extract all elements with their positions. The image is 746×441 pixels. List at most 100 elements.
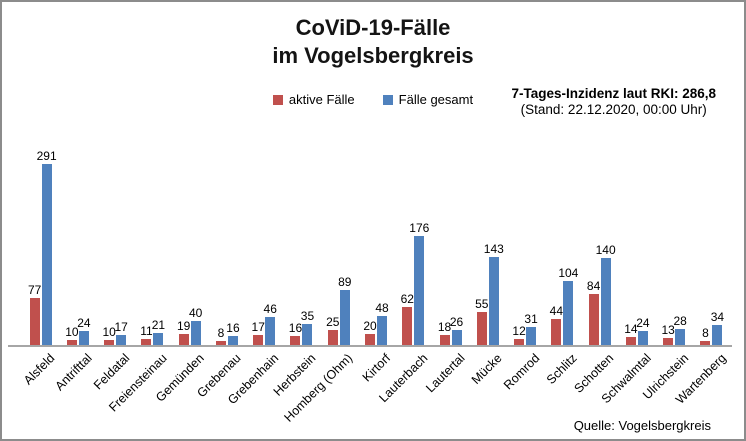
bar-active-cases: 19 xyxy=(177,319,190,346)
bar-group: 25 89 Homberg (Ohm) xyxy=(282,146,357,424)
source-note: Quelle: Vogelsbergkreis xyxy=(573,418,711,433)
legend-item-total-cases: Fälle gesamt xyxy=(382,92,474,107)
value-label-total: 40 xyxy=(189,306,203,320)
bar-group: 77 291 Alsfeld xyxy=(21,146,59,387)
bar-active-cases: 17 xyxy=(252,320,265,346)
value-label-active: 8 xyxy=(217,326,225,340)
bar-group: 10 17 Feldatal xyxy=(91,146,134,392)
value-label-active: 55 xyxy=(475,296,489,311)
value-label-active: 18 xyxy=(437,319,452,334)
bar-total-cases: 291 xyxy=(37,149,57,346)
value-label-active: 10 xyxy=(102,324,116,339)
bar-active-cases: 20 xyxy=(363,319,377,346)
bar-active-cases: 8 xyxy=(215,326,226,346)
bar-group: 18 26 Lautertal xyxy=(423,146,469,396)
bar-group: 8 16 Grebenau xyxy=(195,146,245,400)
value-label-total: 17 xyxy=(114,320,128,335)
bar-total-cases: 28 xyxy=(673,314,687,346)
value-label-total: 28 xyxy=(673,313,687,328)
legend-label-total: Fälle gesamt xyxy=(398,92,474,107)
value-label-total: 143 xyxy=(483,241,504,256)
category-label: Homberg (Ohm) xyxy=(281,351,356,425)
bar-active-cases: 62 xyxy=(401,292,414,346)
bar-total-cases: 40 xyxy=(189,306,202,346)
legend-item-active-cases: aktive Fälle xyxy=(272,92,355,107)
chart-title-line1: CoViD-19-Fälle xyxy=(295,15,451,40)
category-label: Kirtorf xyxy=(359,351,393,385)
bar-active-cases: 14 xyxy=(624,322,638,346)
value-label-total: 35 xyxy=(300,309,315,324)
bar-active-cases: 11 xyxy=(140,324,153,346)
bar-active-cases: 44 xyxy=(550,304,563,346)
value-label-total: 24 xyxy=(77,316,91,330)
bar-group: 55 143 Mücke xyxy=(469,146,506,387)
bar-active-cases: 18 xyxy=(438,320,451,346)
bar-group: 8 34 Wartenberg xyxy=(673,146,730,407)
value-label-active: 10 xyxy=(65,324,79,339)
bar-group: 10 24 Antrifttal xyxy=(52,146,96,393)
bar-total-cases: 16 xyxy=(226,321,240,346)
bar-active-cases: 10 xyxy=(65,325,79,346)
value-label-active: 14 xyxy=(624,322,638,337)
value-label-total: 21 xyxy=(151,317,166,332)
bar-group: 17 46 Grebenhain xyxy=(225,146,283,407)
value-label-total: 89 xyxy=(338,275,352,290)
chart-title: CoViD-19-Fälle im Vogelsbergkreis xyxy=(2,14,744,70)
value-label-active: 13 xyxy=(661,322,675,337)
bar-group: 44 104 Schlitz xyxy=(543,146,581,387)
category-label: Mücke xyxy=(468,351,505,387)
bar-active-cases: 77 xyxy=(28,283,41,346)
bar-total-cases: 26 xyxy=(450,315,463,346)
legend: aktive Fälle Fälle gesamt xyxy=(2,92,744,107)
bar-group: 20 48 Kirtorf xyxy=(357,146,394,384)
legend-swatch-active-icon xyxy=(272,94,283,105)
bar-active-cases: 16 xyxy=(289,321,302,346)
value-label-active: 17 xyxy=(251,320,265,335)
chart-title-line2: im Vogelsbergkreis xyxy=(272,43,474,68)
value-label-total: 291 xyxy=(36,149,57,163)
value-label-active: 19 xyxy=(177,319,191,334)
bar-group: 12 31 Romrod xyxy=(501,146,543,393)
category-label: Lautertal xyxy=(423,351,468,396)
value-label-total: 48 xyxy=(375,301,389,315)
bar-active-cases: 10 xyxy=(102,325,116,346)
bar-group: 14 24 Schwalmtal xyxy=(599,146,655,406)
bar-total-cases: 176 xyxy=(409,221,429,346)
x-axis-line xyxy=(8,345,732,347)
bar-active-cases: 12 xyxy=(512,324,526,346)
bar-active-cases: 55 xyxy=(475,297,488,346)
value-label-active: 84 xyxy=(586,278,601,293)
bar-total-cases: 17 xyxy=(114,320,128,346)
bar-group: 16 35 Herbstein xyxy=(271,146,320,399)
bar-active-cases: 84 xyxy=(587,279,600,346)
plot-area: 77 291 Alsfeld 10 24 Antrifttal 10 17 Feldatal 11… xyxy=(21,146,730,425)
bar-total-cases: 24 xyxy=(636,316,650,346)
value-label-total: 176 xyxy=(409,220,430,235)
value-label-active: 62 xyxy=(400,292,414,307)
value-label-active: 25 xyxy=(326,315,340,330)
incidence-value: 7-Tages-Inzidenz laut RKI: 286,8 xyxy=(511,86,716,101)
legend-swatch-total-icon xyxy=(382,94,393,105)
bar-group: 13 28 Ulrichstein xyxy=(640,146,693,403)
value-label-total: 31 xyxy=(524,311,538,326)
value-label-active: 8 xyxy=(702,326,709,340)
value-label-active: 11 xyxy=(140,324,153,339)
bar-group: 11 21 Freiensteinau xyxy=(106,146,171,415)
category-label: Romrod xyxy=(500,351,542,393)
value-label-active: 44 xyxy=(549,303,564,318)
bar-total-cases: 48 xyxy=(375,301,389,346)
bar-total-cases: 34 xyxy=(711,310,724,346)
value-label-active: 77 xyxy=(27,282,42,297)
value-label-total: 24 xyxy=(636,316,650,330)
bar-total-cases: 140 xyxy=(596,243,616,346)
bar-total-cases: 104 xyxy=(558,266,578,346)
incidence-date: (Stand: 22.12.2020, 00:00 Uhr) xyxy=(520,102,707,117)
value-label-active: 12 xyxy=(512,323,526,338)
value-label-total: 140 xyxy=(595,243,616,258)
bar-total-cases: 46 xyxy=(264,302,277,346)
bar-active-cases: 25 xyxy=(326,315,339,346)
value-label-total: 46 xyxy=(263,302,277,317)
value-label-active: 16 xyxy=(288,321,303,335)
bar-active-cases: 13 xyxy=(661,323,675,346)
